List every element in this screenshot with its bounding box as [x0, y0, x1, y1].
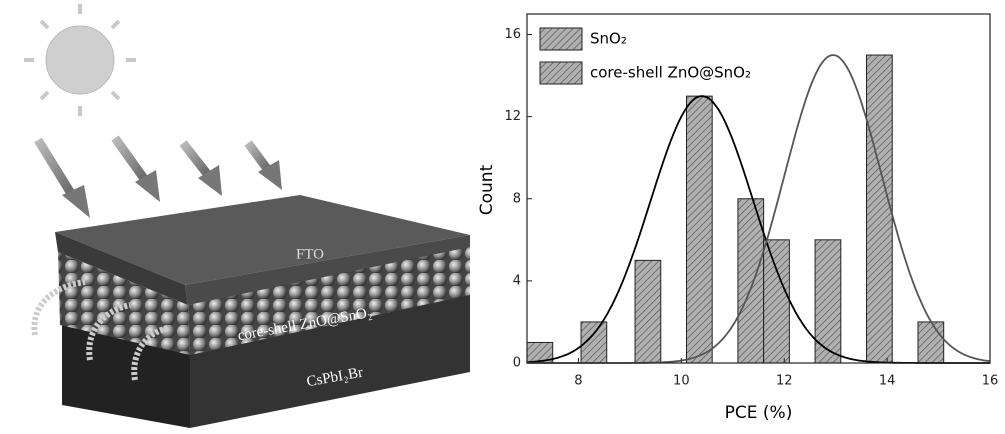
layer-label: FTO: [296, 246, 324, 262]
sun: [24, 4, 136, 116]
y-tick-label: 4: [513, 273, 521, 288]
bar: [764, 240, 790, 363]
bar: [686, 96, 712, 363]
y-tick-label: 0: [513, 356, 521, 371]
x-tick-label: 16: [982, 374, 999, 389]
figure: FTO core-shell ZnO@SnO₂ CsPbI₂Br 0 4 8 12 16…: [0, 0, 1005, 430]
y-tick-label: 8: [513, 191, 521, 206]
x-axis-label: PCE (%): [725, 403, 793, 423]
schematic: FTO core-shell ZnO@SnO₂ CsPbI₂Br: [24, 4, 470, 428]
bar: [635, 260, 661, 363]
histogram-chart: 0 4 8 12 16 8 10 12 14 16 PCE (%) Count SnO₂ core-she…: [477, 14, 998, 423]
y-tick-label: 12: [504, 109, 521, 124]
legend-swatch: [540, 28, 582, 50]
bar: [918, 322, 944, 363]
legend-swatch: [540, 62, 582, 84]
x-tick-label: 14: [879, 374, 896, 389]
bar: [867, 55, 893, 363]
y-tick-label: 16: [504, 27, 521, 42]
y-axis-label: Count: [477, 164, 497, 215]
legend-label: SnO₂: [590, 30, 627, 48]
x-tick-label: 12: [776, 374, 793, 389]
x-tick-label: 8: [574, 374, 582, 389]
x-tick-label: 10: [673, 374, 690, 389]
legend-label: core-shell ZnO@SnO₂: [590, 64, 751, 82]
bar: [815, 240, 841, 363]
